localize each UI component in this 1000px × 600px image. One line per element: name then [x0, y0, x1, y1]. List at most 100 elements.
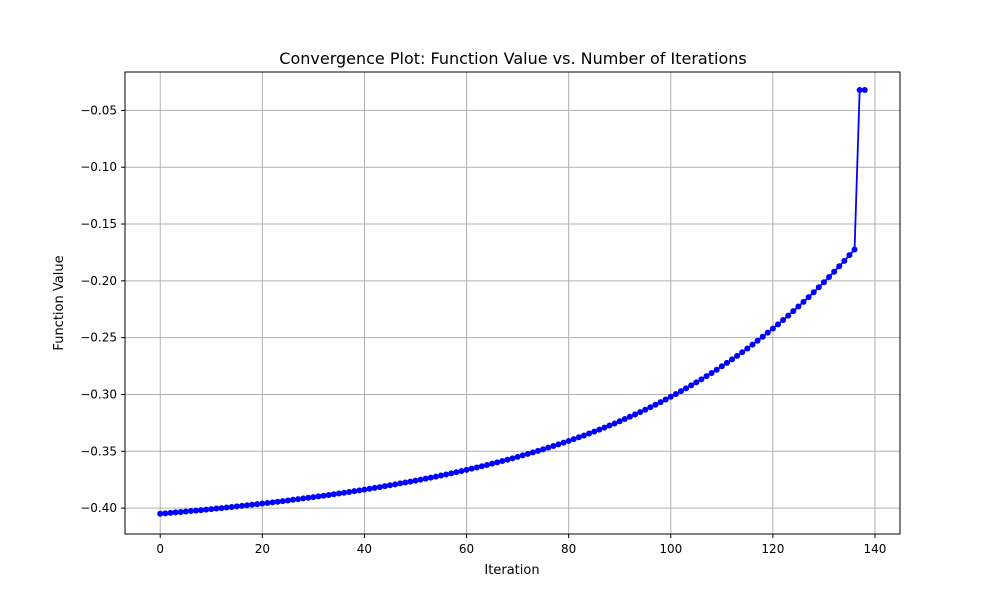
data-point	[703, 373, 710, 380]
data-point	[192, 507, 199, 514]
data-point	[371, 484, 378, 491]
y-tick-label: −0.25	[80, 331, 117, 345]
data-point	[647, 404, 654, 411]
data-point	[667, 393, 674, 400]
data-point	[621, 416, 628, 423]
y-tick-label: −0.30	[80, 387, 117, 401]
data-point	[233, 503, 240, 510]
data-point	[560, 439, 567, 446]
data-point	[386, 482, 393, 489]
data-point	[575, 434, 582, 441]
data-point	[693, 379, 700, 386]
data-point	[162, 510, 169, 517]
data-point	[351, 488, 358, 495]
y-axis-label: Function Value	[52, 255, 67, 350]
data-point	[514, 453, 521, 460]
data-point	[509, 455, 516, 462]
data-point	[713, 366, 720, 373]
data-point	[795, 303, 802, 310]
data-point	[438, 472, 445, 479]
data-point	[800, 298, 807, 305]
data-point	[407, 478, 414, 485]
data-point	[606, 422, 613, 429]
data-point	[601, 424, 608, 431]
x-tick-label: 120	[761, 542, 784, 556]
data-point	[764, 329, 771, 336]
data-point	[632, 411, 639, 418]
data-point	[300, 495, 307, 502]
data-point	[749, 341, 756, 348]
data-point	[361, 486, 368, 493]
y-tick-label: −0.35	[80, 444, 117, 458]
data-point	[422, 475, 429, 482]
data-point	[723, 359, 730, 366]
data-point	[580, 432, 587, 439]
y-tick-label: −0.05	[80, 103, 117, 117]
data-point	[335, 490, 342, 497]
data-point	[157, 510, 164, 517]
data-point	[565, 437, 572, 444]
data-point	[443, 471, 450, 478]
data-point	[535, 447, 542, 454]
data-point	[392, 481, 399, 488]
data-point	[397, 480, 404, 487]
data-point	[376, 484, 383, 491]
data-point	[861, 86, 868, 93]
data-point	[458, 468, 465, 475]
x-tick-label: 0	[156, 542, 164, 556]
data-point	[203, 506, 210, 513]
data-point	[172, 509, 179, 516]
data-point	[453, 469, 460, 476]
data-point	[805, 294, 812, 301]
data-point	[259, 500, 266, 507]
data-point	[187, 508, 194, 515]
data-point	[591, 428, 598, 435]
data-point	[657, 399, 664, 406]
x-tick-label: 140	[864, 542, 887, 556]
y-tick-label: −0.15	[80, 217, 117, 231]
data-point	[325, 492, 332, 499]
data-point	[499, 458, 506, 465]
data-point	[330, 491, 337, 498]
data-point	[545, 444, 552, 451]
data-point	[463, 466, 470, 473]
data-point	[295, 496, 302, 503]
chart-title: Convergence Plot: Function Value vs. Num…	[279, 49, 746, 68]
data-point	[540, 446, 547, 453]
data-point	[611, 420, 618, 427]
data-point	[739, 349, 746, 356]
data-point	[683, 385, 690, 392]
axes-frame	[124, 71, 901, 535]
data-point	[718, 363, 725, 370]
x-tick-label: 40	[357, 542, 372, 556]
data-point	[198, 507, 205, 514]
data-point	[315, 493, 322, 500]
data-point	[555, 441, 562, 448]
data-point	[774, 321, 781, 328]
data-point	[427, 474, 434, 481]
data-point	[841, 257, 848, 264]
data-point	[810, 289, 817, 296]
data-point	[177, 508, 184, 515]
data-point	[642, 406, 649, 413]
data-point	[677, 388, 684, 395]
data-point	[483, 462, 490, 469]
data-point	[274, 498, 281, 505]
data-point	[417, 476, 424, 483]
data-point	[790, 308, 797, 315]
data-point	[167, 509, 174, 516]
data-point	[616, 418, 623, 425]
data-point	[596, 426, 603, 433]
data-point	[473, 464, 480, 471]
data-point	[856, 86, 863, 93]
data-point	[785, 312, 792, 319]
data-point	[244, 502, 251, 509]
data-point	[734, 352, 741, 359]
data-point	[305, 494, 312, 501]
data-point	[836, 263, 843, 270]
data-point	[672, 391, 679, 398]
x-tick-label: 20	[255, 542, 270, 556]
data-point	[831, 268, 838, 275]
data-point	[529, 449, 536, 456]
